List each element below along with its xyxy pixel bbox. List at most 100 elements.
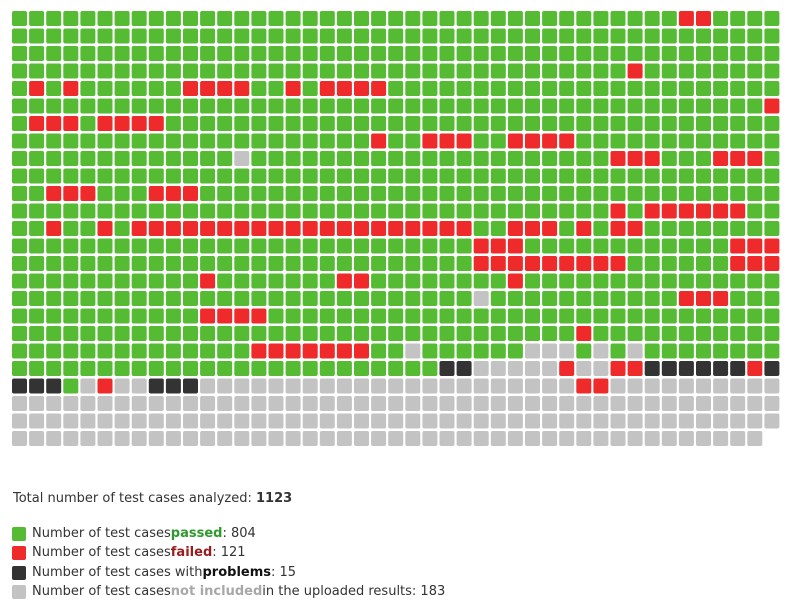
test-case-cell-not-included xyxy=(217,378,233,394)
test-case-cell-passed xyxy=(200,28,216,44)
test-case-cell-not-included xyxy=(63,413,79,429)
test-case-cell-passed xyxy=(63,326,79,341)
test-case-cell-not-included xyxy=(114,396,130,411)
test-case-cell-passed xyxy=(131,63,147,79)
test-case-cell-passed xyxy=(336,151,352,166)
test-case-cell-passed xyxy=(713,63,729,79)
test-case-cell-passed xyxy=(490,28,506,44)
test-case-cell-passed xyxy=(610,291,626,306)
test-case-cell-not-included xyxy=(576,413,592,429)
test-case-cell-passed xyxy=(559,203,575,219)
test-case-cell-failed xyxy=(730,151,746,166)
test-case-cell-passed xyxy=(456,81,472,96)
test-case-cell-passed xyxy=(422,238,438,254)
test-case-cell-passed xyxy=(661,98,677,114)
test-case-cell-passed xyxy=(439,11,455,26)
test-case-cell-passed xyxy=(696,256,711,271)
test-case-cell-passed xyxy=(319,116,335,131)
test-case-cell-passed xyxy=(268,361,284,376)
test-case-cell-not-included xyxy=(644,413,660,429)
test-case-cell-passed xyxy=(764,133,780,149)
test-case-cell-passed xyxy=(644,186,660,201)
test-case-cell-passed xyxy=(97,273,113,289)
test-case-cell-passed xyxy=(200,291,216,306)
test-case-cell-passed xyxy=(473,116,489,131)
test-case-cell-not-included xyxy=(610,396,626,411)
test-case-cell-passed xyxy=(97,186,113,201)
test-case-cell-not-included xyxy=(542,378,558,394)
test-case-cell-passed xyxy=(661,81,677,96)
test-case-cell-passed xyxy=(490,203,506,219)
test-case-cell-not-included xyxy=(439,413,455,429)
test-case-cell-passed xyxy=(593,326,609,341)
test-case-cell-passed xyxy=(319,361,335,376)
test-case-cell-failed xyxy=(525,133,540,149)
test-case-cell-passed xyxy=(80,133,96,149)
test-case-cell-passed xyxy=(559,186,575,201)
test-case-cell-passed xyxy=(388,133,404,149)
test-case-cell-not-included xyxy=(490,431,506,446)
test-case-cell-passed xyxy=(473,326,489,341)
test-case-cell-passed xyxy=(696,98,711,114)
test-case-cell-passed xyxy=(63,11,79,26)
test-case-cell-passed xyxy=(131,28,147,44)
test-case-cell-passed xyxy=(388,291,404,306)
test-case-cell-passed xyxy=(422,291,438,306)
test-case-cell-not-included xyxy=(80,431,96,446)
test-case-cell-not-included xyxy=(696,413,711,429)
test-case-cell-not-included xyxy=(217,431,233,446)
test-case-cell-not-included xyxy=(114,431,130,446)
test-case-cell-passed xyxy=(29,168,45,184)
total-summary: Total number of test cases analyzed: 112… xyxy=(13,491,292,506)
test-case-cell-passed xyxy=(713,221,729,236)
test-case-cell-failed xyxy=(251,343,267,359)
test-case-cell-passed xyxy=(559,291,575,306)
test-case-cell-not-included xyxy=(525,413,540,429)
test-case-cell-passed xyxy=(764,63,780,79)
test-case-cell-passed xyxy=(371,291,387,306)
test-case-cell-passed xyxy=(200,238,216,254)
test-case-cell-problems xyxy=(148,378,164,394)
test-case-cell-passed xyxy=(747,203,763,219)
test-case-cell-passed xyxy=(576,151,592,166)
test-case-cell-failed xyxy=(336,221,352,236)
test-case-cell-passed xyxy=(542,11,558,26)
test-case-cell-passed xyxy=(576,116,592,131)
test-case-cell-not-included xyxy=(251,396,267,411)
test-case-cell-passed xyxy=(336,63,352,79)
test-case-cell-not-included xyxy=(439,378,455,394)
test-case-cell-passed xyxy=(336,291,352,306)
test-case-cell-passed xyxy=(319,133,335,149)
test-case-cell-passed xyxy=(46,63,62,79)
test-case-cell-passed xyxy=(46,203,62,219)
test-case-cell-passed xyxy=(576,133,592,149)
test-case-cell-passed xyxy=(217,256,233,271)
test-case-cell-passed xyxy=(97,343,113,359)
test-case-cell-problems xyxy=(661,361,677,376)
test-case-cell-passed xyxy=(97,81,113,96)
test-case-cell-passed xyxy=(371,46,387,61)
test-case-cell-passed xyxy=(747,133,763,149)
test-case-cell-not-included xyxy=(593,343,609,359)
test-case-cell-passed xyxy=(319,308,335,324)
test-case-cell-passed xyxy=(268,168,284,184)
test-case-cell-not-included xyxy=(97,413,113,429)
test-case-cell-failed xyxy=(764,98,780,114)
test-case-cell-passed xyxy=(661,221,677,236)
test-case-cell-not-included xyxy=(542,396,558,411)
test-case-cell-passed xyxy=(525,168,540,184)
test-case-cell-passed xyxy=(268,116,284,131)
test-case-cell-passed xyxy=(319,256,335,271)
test-case-cell-passed xyxy=(713,133,729,149)
test-case-cell-passed xyxy=(200,98,216,114)
test-case-cell-passed xyxy=(114,291,130,306)
test-case-cell-passed xyxy=(46,308,62,324)
test-case-cell-failed xyxy=(285,343,301,359)
test-case-cell-passed xyxy=(678,273,694,289)
test-case-cell-passed xyxy=(576,98,592,114)
test-case-cell-passed xyxy=(696,151,711,166)
test-case-cell-not-included xyxy=(525,431,540,446)
test-case-cell-passed xyxy=(285,46,301,61)
test-case-cell-passed xyxy=(148,273,164,289)
test-case-cell-passed xyxy=(559,168,575,184)
